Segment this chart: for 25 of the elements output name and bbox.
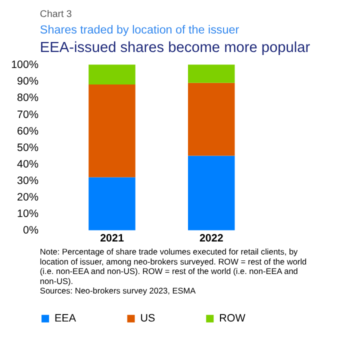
bar — [88, 84, 136, 178]
chart-subtitle: EEA-issued shares become more popular — [40, 40, 310, 56]
y-tick-label: 80% — [17, 92, 39, 104]
y-tick-label: 0% — [22, 224, 39, 237]
bar — [88, 64, 136, 85]
y-tick-label: 20% — [17, 192, 39, 204]
caption: Chart 3 — [40, 8, 72, 20]
y-tick-label: 10% — [17, 208, 39, 220]
legend-label: US — [140, 312, 156, 325]
y-tick-label: 70% — [17, 108, 39, 121]
legend-label: ROW — [219, 312, 246, 325]
x-tick-label: 2022 — [199, 232, 224, 244]
y-tick-label: 50% — [17, 142, 39, 154]
bar — [188, 64, 235, 83]
legend-label: EEA — [54, 312, 77, 325]
bar — [188, 82, 235, 156]
y-tick-label: 90% — [17, 76, 39, 88]
chart-title: Shares traded by location of the issuer — [40, 24, 240, 37]
bar — [188, 156, 235, 230]
y-tick-label: 30% — [17, 174, 39, 187]
y-tick-label: 40% — [17, 158, 39, 170]
y-tick-label: 100% — [11, 59, 39, 72]
y-tick-label: 60% — [17, 125, 39, 138]
bar — [88, 177, 136, 230]
x-tick-label: 2021 — [100, 232, 124, 244]
